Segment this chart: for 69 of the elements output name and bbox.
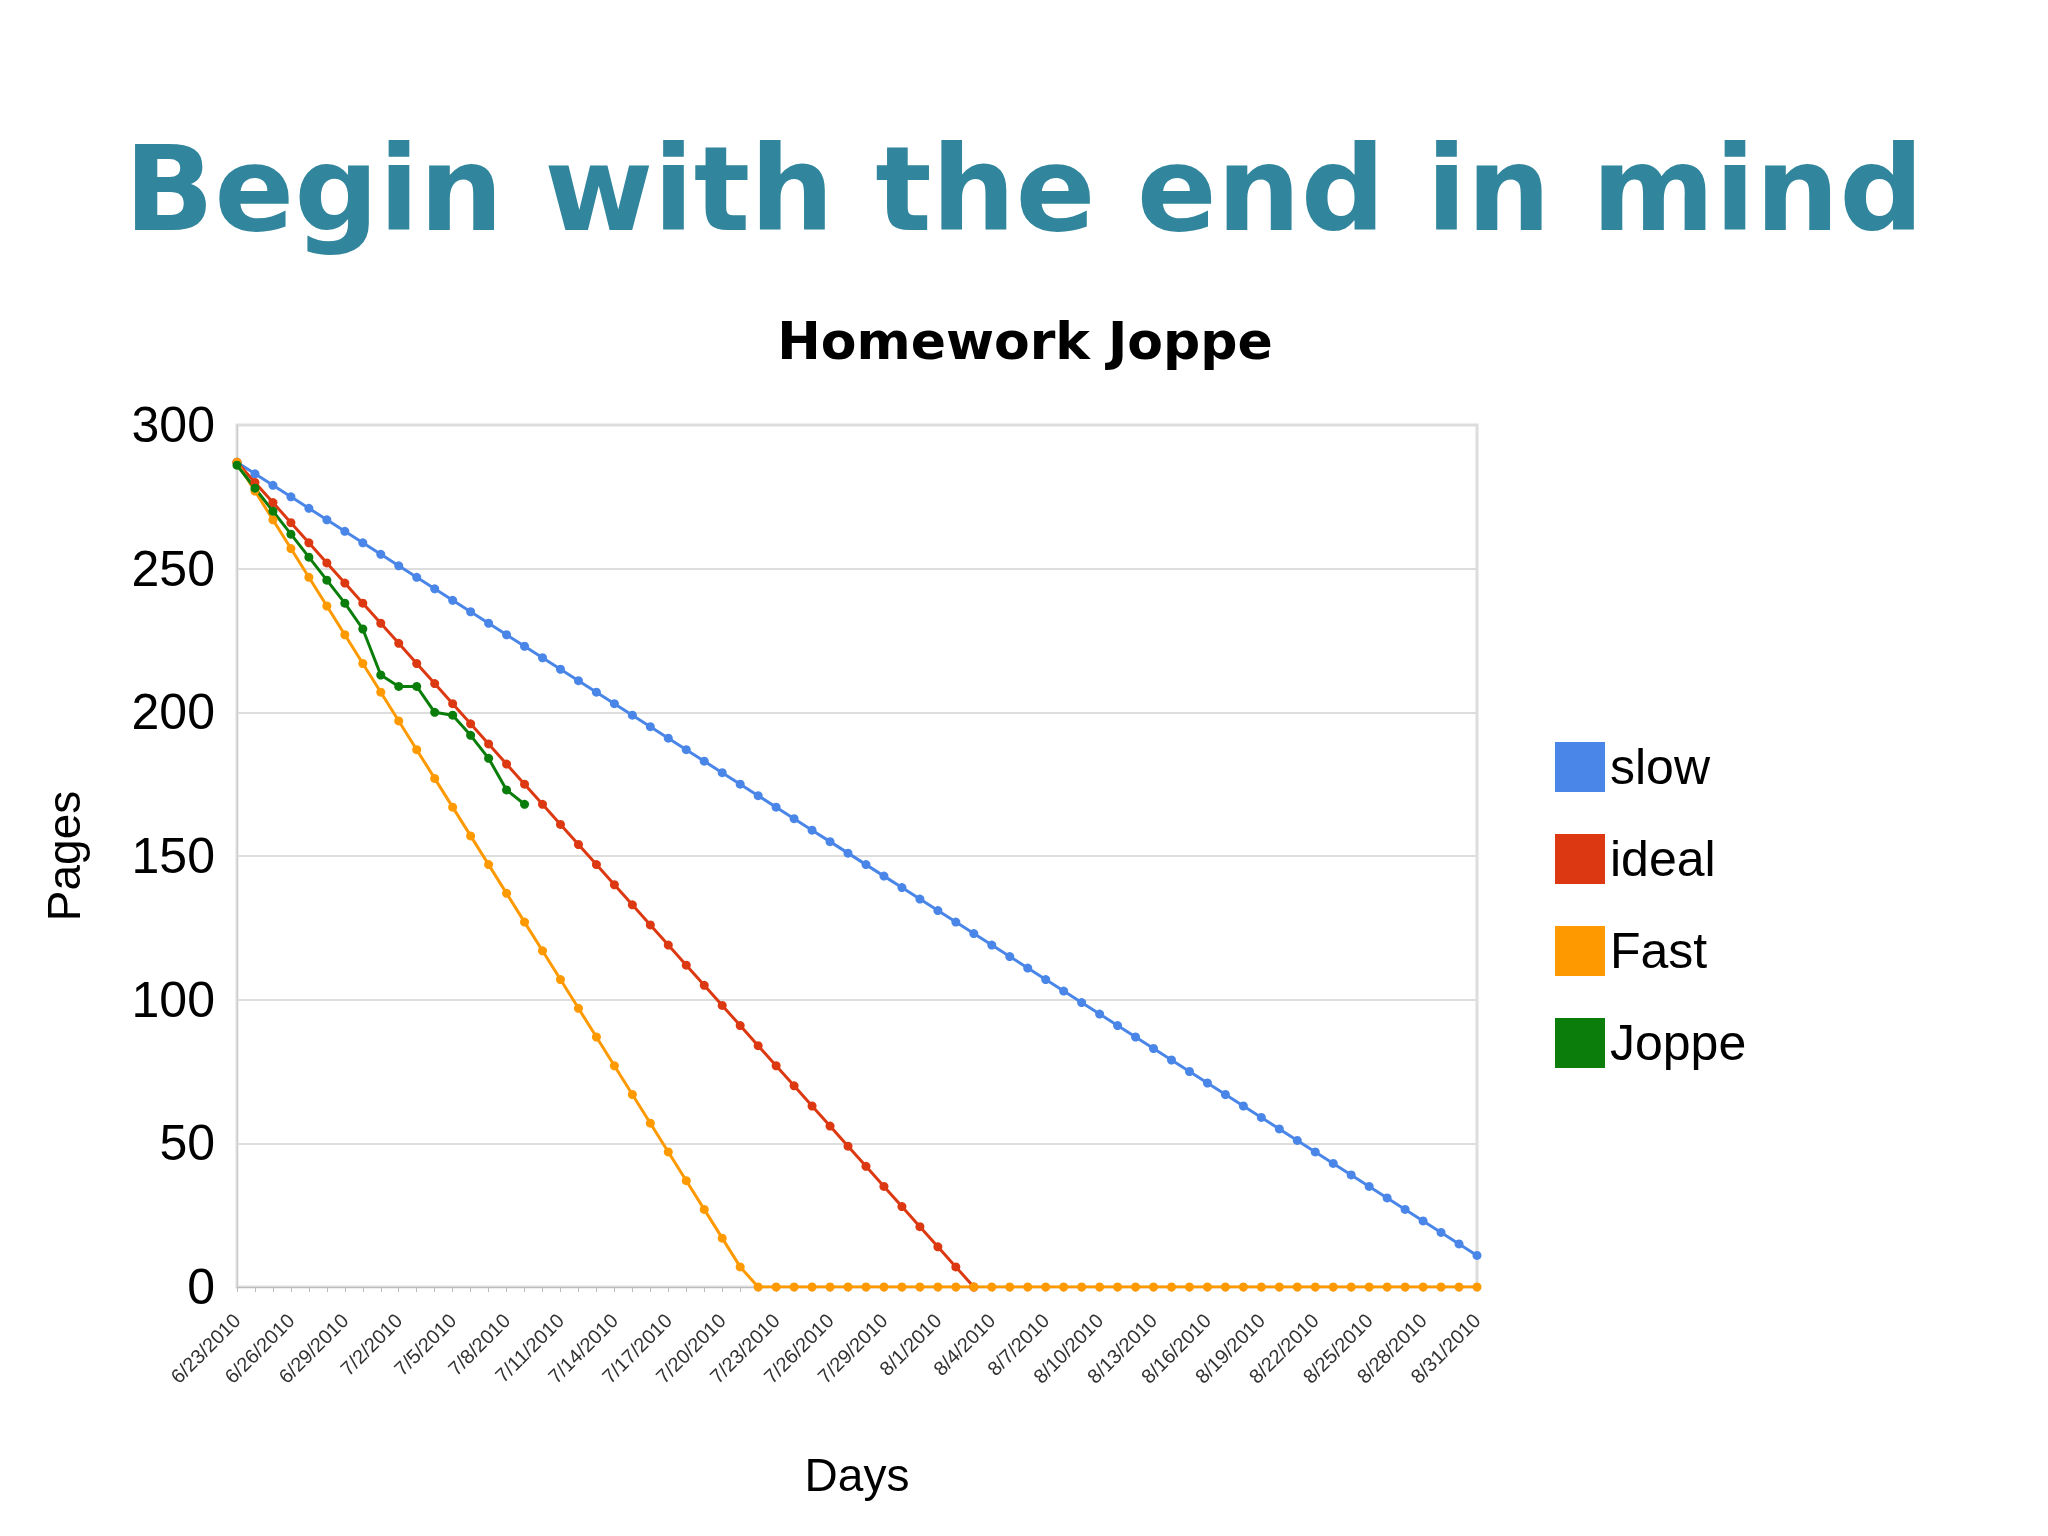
legend-label: Fast [1610, 923, 1708, 979]
point [717, 1000, 727, 1010]
point [681, 960, 691, 970]
point [843, 1141, 853, 1151]
point [268, 506, 278, 516]
point [825, 1121, 835, 1131]
point [663, 940, 673, 950]
point [358, 598, 368, 608]
point [520, 779, 530, 789]
point [502, 785, 512, 795]
point [394, 638, 404, 648]
y-tick-label: 50 [159, 1115, 215, 1172]
point [322, 575, 332, 585]
point [627, 900, 637, 910]
point [340, 598, 350, 608]
point [358, 624, 368, 634]
point [897, 1202, 907, 1212]
point [304, 538, 314, 548]
point [933, 1242, 943, 1252]
point [376, 618, 386, 628]
y-tick-label: 200 [131, 684, 215, 741]
point [502, 759, 512, 769]
y-tick-label: 300 [131, 397, 215, 453]
point [286, 529, 296, 539]
point [789, 1081, 799, 1091]
point [286, 518, 296, 528]
point [484, 753, 494, 763]
point [376, 670, 386, 680]
point [430, 707, 440, 717]
legend-label: ideal [1610, 831, 1716, 887]
point [915, 1222, 925, 1232]
y-tick-label: 0 [187, 1259, 215, 1315]
point [322, 558, 332, 568]
point [807, 1101, 817, 1111]
point [340, 578, 350, 588]
x-axis-title: Days [804, 1449, 910, 1501]
point [771, 1061, 781, 1071]
chart-title: Begin with the end in mind [123, 120, 1925, 260]
point [699, 980, 709, 990]
point [466, 730, 476, 740]
point [448, 699, 458, 709]
point [538, 799, 548, 809]
point [735, 1021, 745, 1031]
point [645, 920, 655, 930]
point [591, 860, 601, 870]
point [951, 1262, 961, 1272]
y-tick-label: 100 [131, 971, 215, 1028]
point [753, 1041, 763, 1051]
point [448, 710, 458, 720]
point [304, 552, 314, 562]
point [573, 840, 583, 849]
point [879, 1181, 889, 1191]
point [861, 1161, 871, 1171]
y-axis-title: Pages [38, 790, 90, 922]
point [555, 819, 565, 829]
legend-label: slow [1610, 739, 1711, 795]
chart-subtitle: Homework Joppe [777, 311, 1273, 371]
y-tick-label: 250 [131, 540, 215, 597]
legend-label: Joppe [1610, 1015, 1747, 1071]
point [520, 799, 530, 809]
point [484, 739, 494, 749]
point [466, 719, 476, 729]
y-tick-label: 150 [131, 828, 215, 884]
point [412, 681, 422, 691]
point [430, 679, 440, 689]
point [394, 681, 404, 691]
point [412, 658, 422, 668]
point [609, 880, 619, 890]
point [268, 498, 278, 508]
